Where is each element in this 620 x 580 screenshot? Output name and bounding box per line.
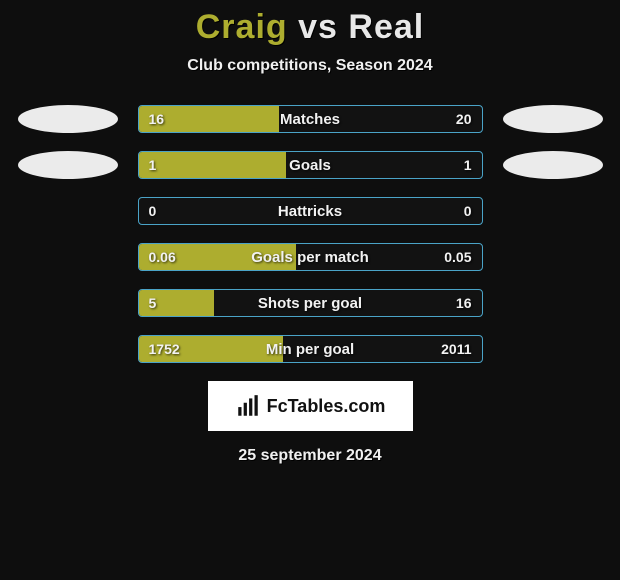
stat-label: Matches <box>139 106 482 132</box>
player2-badge <box>503 105 603 133</box>
stat-label: Goals per match <box>139 244 482 270</box>
date: 25 september 2024 <box>0 447 620 465</box>
stat-bar: 0.060.05Goals per match <box>138 243 483 271</box>
stat-label: Shots per goal <box>139 290 482 316</box>
logo-box: FcTables.com <box>208 381 413 431</box>
stat-bar: 17522011Min per goal <box>138 335 483 363</box>
stat-row: 0.060.05Goals per match <box>0 243 620 271</box>
stat-bar: 00Hattricks <box>138 197 483 225</box>
subtitle: Club competitions, Season 2024 <box>0 57 620 75</box>
stat-label: Hattricks <box>139 198 482 224</box>
player1-badge <box>18 105 118 133</box>
stat-bar: 516Shots per goal <box>138 289 483 317</box>
stat-row: 516Shots per goal <box>0 289 620 317</box>
stat-label: Goals <box>139 152 482 178</box>
chart-icon <box>235 393 261 419</box>
player1-name: Craig <box>196 8 288 46</box>
stat-row: 11Goals <box>0 151 620 179</box>
stat-bar: 11Goals <box>138 151 483 179</box>
player2-badge <box>503 151 603 179</box>
player2-name: Real <box>348 8 424 46</box>
stats-container: 1620Matches 11Goals 00Hattricks 0.060.05Goa… <box>0 105 620 363</box>
stat-bar: 1620Matches <box>138 105 483 133</box>
stat-row: 00Hattricks <box>0 197 620 225</box>
stat-row: 17522011Min per goal <box>0 335 620 363</box>
stat-row: 1620Matches <box>0 105 620 133</box>
comparison-title: Craig vs Real <box>0 8 620 47</box>
vs-separator: vs <box>298 8 338 46</box>
stat-label: Min per goal <box>139 336 482 362</box>
player1-badge <box>18 151 118 179</box>
logo-text: FcTables.com <box>267 396 386 417</box>
